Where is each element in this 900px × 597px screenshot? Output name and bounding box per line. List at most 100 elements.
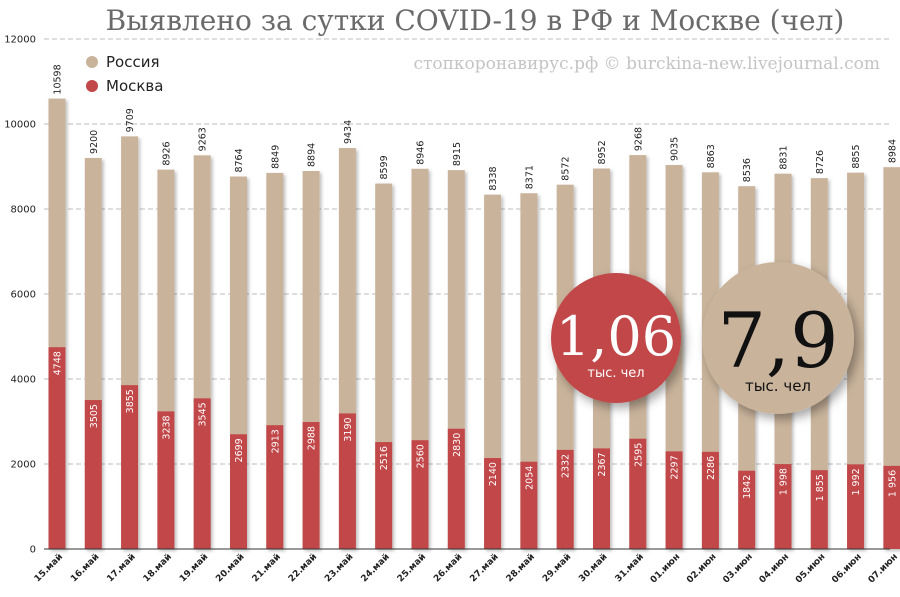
- legend: Россия Москва: [86, 53, 163, 95]
- x-tick-label: 07.июн: [867, 552, 900, 585]
- x-tick-label: 17.май: [105, 552, 137, 584]
- bar-moscow: [84, 400, 102, 549]
- bar-moscow: [810, 470, 828, 549]
- russia-value-label: 8572: [561, 157, 572, 181]
- moscow-bubble-unit: тыс. чел: [587, 366, 644, 381]
- russia-bubble: 7,9 тыс. чел: [702, 262, 854, 414]
- russia-value-label: 8764: [234, 148, 245, 172]
- russia-value-label: 9709: [125, 108, 136, 132]
- chart-credit: стопкоронавирус.рф © burckina-new.livejo…: [413, 54, 880, 74]
- bar-moscow: [520, 461, 538, 549]
- x-tick-label: 19.май: [178, 552, 210, 584]
- x-tick-label: 06.июн: [830, 552, 863, 585]
- bar-moscow: [774, 464, 792, 549]
- moscow-value-label: 1 855: [815, 474, 826, 501]
- y-axis-ticks: 0 2000 4000 6000 8000 10000 12000: [4, 35, 36, 556]
- y-tick-label: 8000: [11, 205, 36, 216]
- russia-value-label: 8599: [379, 155, 390, 179]
- x-tick-label: 21.май: [251, 552, 283, 584]
- bar-moscow: [847, 464, 865, 549]
- bar-moscow: [48, 347, 66, 549]
- x-tick-label: 04.июн: [758, 552, 791, 585]
- x-axis-ticks: 15.май 16.май 17.май 18.май 19.май 20.май 21.м…: [33, 552, 900, 585]
- moscow-value-label: 2988: [307, 426, 318, 450]
- bar-moscow: [629, 438, 647, 549]
- x-tick-label: 29.май: [541, 552, 573, 584]
- x-tick-label: 24.май: [360, 552, 392, 584]
- russia-value-label: 8726: [815, 150, 826, 174]
- moscow-value-label: 3545: [198, 402, 209, 426]
- russia-value-label: 8946: [416, 141, 427, 165]
- russia-value-label: 8849: [270, 145, 281, 169]
- russia-value-label: 9035: [670, 137, 681, 161]
- russia-value-label: 8371: [524, 165, 535, 189]
- legend-moscow-label: Москва: [106, 77, 163, 95]
- legend-russia-label: Россия: [106, 53, 160, 71]
- moscow-value-label: 3190: [343, 417, 354, 441]
- x-tick-label: 31.май: [614, 552, 646, 584]
- bar-moscow: [375, 442, 393, 549]
- moscow-value-label: 2140: [488, 462, 499, 486]
- moscow-value-label: 2830: [452, 433, 463, 457]
- moscow-bubble-value: 1,06: [556, 305, 676, 368]
- bar-moscow: [411, 440, 429, 549]
- moscow-value-label: 2913: [270, 429, 281, 453]
- moscow-value-label: 1 992: [851, 468, 862, 495]
- bar-moscow: [121, 385, 139, 549]
- bar-russia: [520, 193, 538, 550]
- moscow-value-label: 2595: [633, 443, 644, 467]
- moscow-value-label: 2367: [597, 452, 608, 476]
- russia-value-label: 8984: [887, 139, 898, 163]
- value-labels: 10598 4748 9200 3505 9709 3855 8926 3238 9263 354…: [53, 64, 899, 501]
- bar-moscow: [266, 425, 284, 549]
- y-tick-label: 2000: [11, 460, 36, 471]
- russia-value-label: 8926: [161, 141, 172, 165]
- moscow-value-label: 2054: [524, 466, 535, 490]
- y-tick-label: 10000: [4, 120, 36, 131]
- russia-bubble-circle: [702, 262, 854, 414]
- moscow-value-label: 2516: [379, 446, 390, 470]
- moscow-value-label: 2286: [706, 456, 717, 480]
- russia-value-label: 8831: [779, 145, 790, 169]
- bar-moscow: [230, 434, 247, 549]
- x-tick-label: 25.май: [396, 552, 428, 584]
- x-tick-label: 16.май: [69, 552, 101, 584]
- bar-moscow: [193, 398, 211, 549]
- russia-value-label: 9434: [343, 120, 354, 144]
- bar-moscow: [447, 428, 465, 549]
- russia-value-label: 8338: [488, 166, 499, 190]
- russia-value-label: 8894: [307, 143, 318, 167]
- russia-value-label: 8915: [452, 142, 463, 166]
- x-tick-label: 30.май: [577, 552, 609, 584]
- x-tick-label: 18.май: [142, 552, 174, 584]
- x-tick-label: 26.май: [432, 552, 464, 584]
- bar-moscow: [593, 448, 610, 549]
- moscow-value-label: 3855: [125, 389, 136, 413]
- russia-value-label: 8536: [742, 158, 753, 182]
- bar-moscow: [338, 413, 356, 549]
- x-tick-label: 01.июн: [649, 552, 682, 585]
- moscow-value-label: 1842: [742, 475, 753, 499]
- bar-moscow: [157, 411, 175, 549]
- russia-value-label: 8863: [706, 144, 717, 168]
- moscow-bubble: 1,06 тыс. чел: [551, 273, 681, 403]
- moscow-value-label: 4748: [53, 351, 64, 375]
- moscow-value-label: 2297: [670, 455, 681, 479]
- legend-russia-marker: [86, 56, 98, 68]
- bar-moscow: [701, 451, 719, 549]
- moscow-value-label: 2699: [234, 438, 245, 462]
- moscow-value-label: 2560: [416, 444, 427, 468]
- x-tick-label: 05.июн: [794, 552, 827, 585]
- bar-russia: [883, 167, 900, 549]
- russia-value-label: 8952: [597, 140, 608, 164]
- moscow-value-label: 3505: [89, 404, 100, 428]
- y-tick-label: 4000: [11, 375, 36, 386]
- moscow-value-label: 1 998: [779, 468, 790, 495]
- x-tick-label: 28.май: [505, 552, 537, 584]
- bar-russia: [847, 172, 865, 549]
- chart-title: Выявлено за сутки COVID-19 в РФ и Москве…: [106, 4, 845, 37]
- moscow-bubble-circle: [551, 273, 681, 403]
- y-tick-label: 0: [30, 545, 36, 556]
- bar-moscow: [484, 458, 502, 549]
